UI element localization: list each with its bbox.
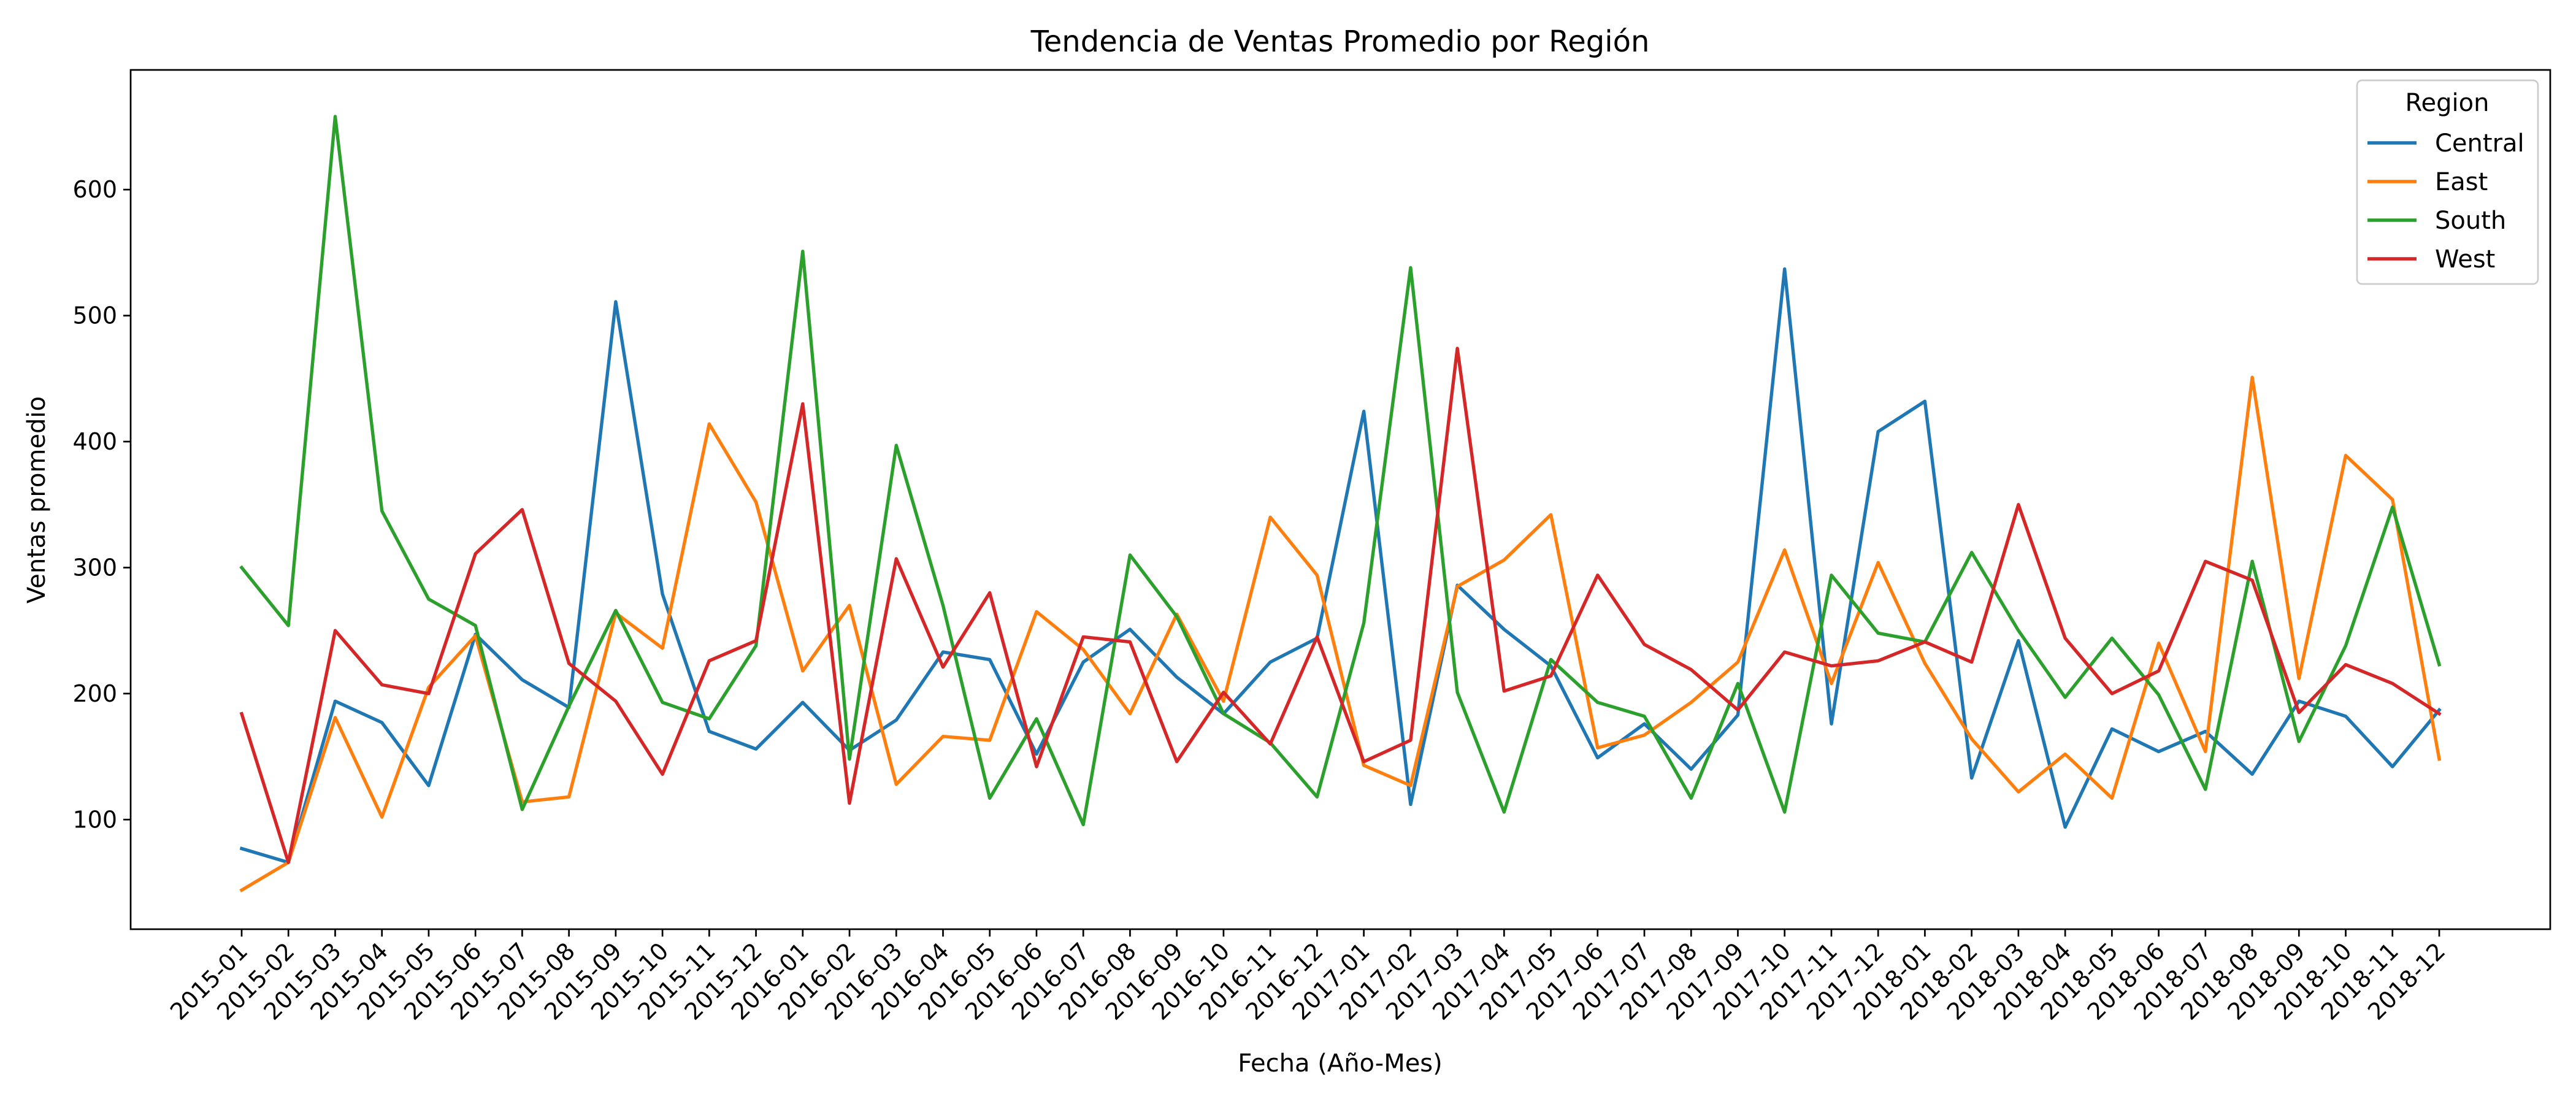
legend-title: Region: [2405, 89, 2490, 117]
series-line-east: [239, 375, 2442, 892]
y-tick-label: 300: [72, 554, 117, 581]
y-tick-label: 400: [72, 428, 117, 455]
legend-label-west: West: [2435, 245, 2495, 274]
y-axis-ticks: 100 200 300 400 500 600: [72, 176, 131, 833]
series-line-central: [239, 267, 2442, 864]
legend-label-south: South: [2435, 207, 2506, 235]
chart-title: Tendencia de Ventas Promedio por Región: [1030, 25, 1650, 59]
legend-items: Central East South West: [2367, 129, 2524, 274]
series-layer: [239, 115, 2442, 892]
y-tick-label: 200: [72, 680, 117, 707]
plot-area-frame: [129, 69, 2551, 930]
series-line-south: [239, 115, 2442, 827]
series-line-west: [239, 347, 2442, 864]
legend-label-east: East: [2435, 168, 2488, 196]
x-axis-label: Fecha (Año-Mes): [1238, 1049, 1443, 1078]
y-tick-label: 600: [72, 176, 117, 203]
legend-box: [2356, 79, 2539, 285]
y-axis-label: Ventas promedio: [23, 396, 51, 604]
y-tick-label: 100: [72, 806, 117, 833]
legend: Region Central East South West: [2356, 79, 2539, 285]
legend-label-central: Central: [2435, 129, 2524, 158]
y-tick-label: 500: [72, 302, 117, 329]
